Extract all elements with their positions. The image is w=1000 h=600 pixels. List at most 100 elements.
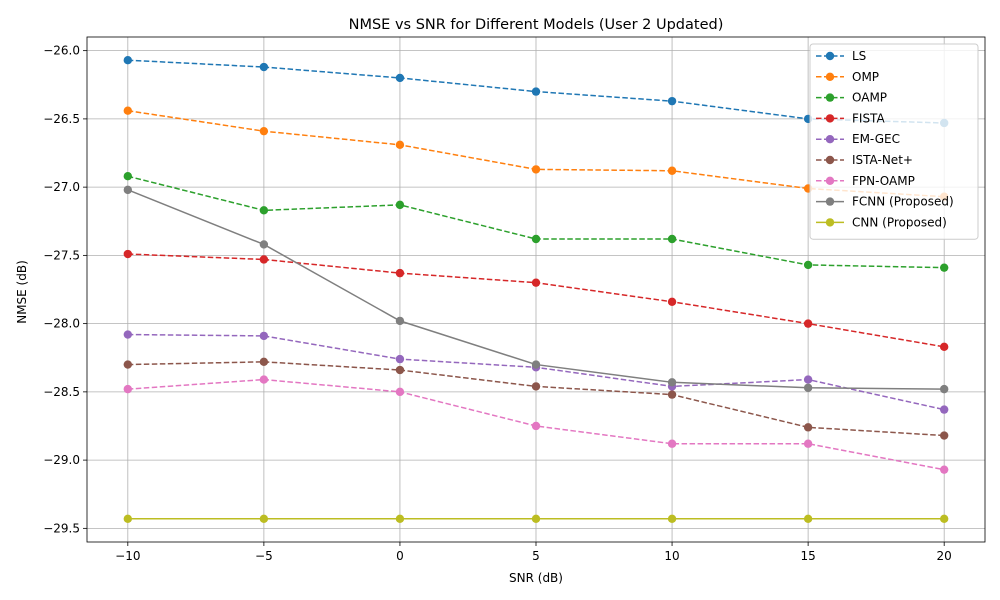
y-axis-label: NMSE (dB)	[15, 260, 29, 324]
x-tick-label: 15	[800, 549, 815, 563]
data-point-fcnn-proposed	[123, 185, 133, 195]
legend-label: LS	[852, 49, 866, 63]
legend-item-em-gec: EM-GEC	[816, 132, 900, 146]
legend-item-ls: LS	[816, 49, 866, 63]
y-tick-label: −26.5	[43, 112, 80, 126]
data-point-fcnn-proposed	[667, 378, 677, 387]
data-point-fcnn-proposed	[531, 360, 541, 369]
x-tick-label: 10	[664, 549, 679, 563]
y-tick-label: −27.0	[43, 180, 80, 194]
data-point-oamp	[395, 200, 405, 210]
data-point-fista	[939, 342, 949, 352]
legend-marker	[825, 155, 835, 165]
data-point-fista	[803, 319, 813, 328]
legend-label: OAMP	[852, 91, 887, 105]
data-point-ista-net	[803, 423, 813, 432]
x-tick-label: −5	[255, 549, 273, 563]
data-point-omp	[667, 166, 677, 175]
data-point-ls	[259, 62, 269, 72]
y-tick-label: −29.5	[43, 521, 80, 535]
data-point-fpn-oamp	[531, 421, 541, 431]
x-tick-label: 20	[937, 549, 952, 563]
legend-marker	[825, 197, 835, 206]
data-point-fpn-oamp	[123, 384, 133, 394]
data-point-cnn-proposed	[395, 514, 405, 523]
data-point-em-gec	[939, 405, 949, 414]
data-point-fista	[123, 249, 133, 259]
legend-label: EM-GEC	[852, 132, 900, 146]
x-tick-label: 0	[396, 549, 404, 563]
legend-label: CNN (Proposed)	[852, 215, 947, 229]
data-point-fcnn-proposed	[803, 383, 813, 392]
data-point-fcnn-proposed	[939, 384, 949, 394]
legend-label: FPN-OAMP	[852, 174, 915, 188]
data-point-omp	[531, 165, 541, 174]
data-point-em-gec	[395, 354, 405, 364]
data-point-oamp	[667, 234, 677, 244]
series-fista	[123, 249, 949, 352]
data-point-ista-net	[123, 360, 133, 369]
legend-marker	[825, 135, 835, 144]
legend-label: FISTA	[852, 111, 885, 125]
legend: LS OMP OAMP FISTA EM-GEC ISTA-Net+ FPN-OAMP FCN…	[809, 43, 979, 240]
data-point-fpn-oamp	[803, 439, 813, 448]
data-point-omp	[395, 140, 405, 150]
legend-item-cnn-proposed: CNN (Proposed)	[816, 215, 947, 229]
data-point-cnn-proposed	[667, 514, 677, 523]
legend-item-ista-net: ISTA-Net+	[816, 153, 913, 167]
y-tick-label: −29.0	[43, 453, 80, 467]
data-point-cnn-proposed	[803, 514, 813, 523]
data-point-oamp	[939, 263, 949, 272]
y-tick-label: −28.5	[43, 385, 80, 399]
series-fcnn-proposed	[123, 185, 949, 394]
legend-marker	[825, 114, 835, 123]
x-axis-label: SNR (dB)	[509, 571, 563, 585]
y-tick-label: −28.0	[43, 317, 80, 331]
series-fpn-oamp	[123, 375, 949, 474]
data-point-ista-net	[395, 365, 405, 375]
series-ls	[123, 56, 949, 128]
data-point-fcnn-proposed	[395, 316, 405, 326]
legend-label: ISTA-Net+	[852, 153, 913, 167]
data-point-fista	[395, 268, 405, 278]
data-point-fpn-oamp	[667, 439, 677, 448]
data-point-ls	[123, 56, 133, 65]
y-axis-ticks: −29.5 −29.0 −28.5 −28.0 −27.5 −27.0 −26.5 −26.0	[43, 44, 87, 535]
legend-item-fcnn-proposed: FCNN (Proposed)	[816, 195, 954, 209]
legend-item-fista: FISTA	[816, 111, 885, 125]
series-oamp	[123, 172, 949, 272]
legend-label: FCNN (Proposed)	[852, 195, 954, 209]
data-point-ls	[395, 73, 405, 83]
data-point-cnn-proposed	[939, 514, 949, 523]
x-tick-label: −10	[115, 549, 140, 563]
data-point-oamp	[531, 234, 541, 244]
data-point-ista-net	[667, 390, 677, 399]
data-point-ista-net	[939, 431, 949, 440]
legend-item-fpn-oamp: FPN-OAMP	[816, 174, 915, 188]
data-point-cnn-proposed	[259, 514, 269, 523]
data-point-oamp	[259, 206, 269, 215]
data-point-ls	[531, 87, 541, 96]
x-tick-label: 5	[532, 549, 540, 563]
y-tick-label: −26.0	[43, 44, 80, 58]
data-point-ista-net	[531, 382, 541, 391]
legend-label: OMP	[852, 70, 879, 84]
data-point-fista	[667, 297, 677, 306]
legend-marker	[825, 72, 835, 82]
legend-item-oamp: OAMP	[816, 91, 887, 105]
y-tick-label: −27.5	[43, 248, 80, 262]
legend-marker	[825, 218, 835, 227]
legend-marker	[825, 93, 835, 102]
data-point-omp	[259, 126, 269, 136]
series-cnn-proposed	[123, 514, 949, 523]
data-point-fpn-oamp	[939, 465, 949, 474]
legend-marker	[825, 51, 835, 61]
data-point-cnn-proposed	[531, 514, 541, 523]
data-point-em-gec	[259, 331, 269, 341]
chart-title: NMSE vs SNR for Different Models (User 2…	[349, 17, 724, 33]
data-point-fcnn-proposed	[259, 240, 269, 249]
data-point-cnn-proposed	[123, 514, 133, 523]
data-point-omp	[123, 106, 133, 115]
data-point-oamp	[803, 260, 813, 270]
